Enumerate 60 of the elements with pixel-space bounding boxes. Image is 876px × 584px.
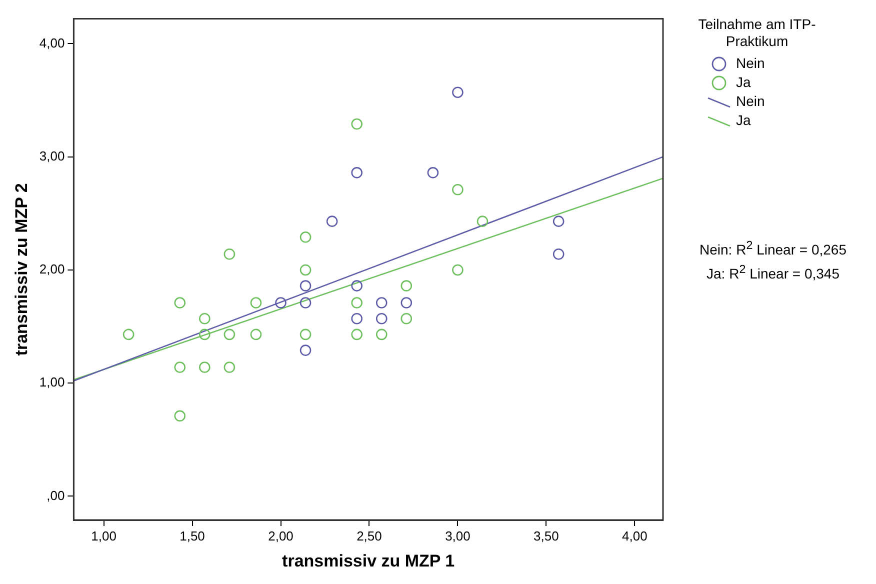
point	[427, 167, 439, 178]
point	[300, 232, 312, 243]
point	[452, 86, 464, 98]
point	[174, 297, 186, 308]
point	[275, 297, 286, 308]
x-tick-label: 3,50	[534, 528, 559, 544]
point	[376, 312, 388, 324]
point	[351, 328, 362, 340]
x-tick-label: 3,00	[445, 528, 470, 544]
legend-label: Ja	[736, 112, 751, 129]
point	[400, 280, 412, 292]
point	[199, 328, 210, 340]
y-axis-title: transmissiv zu MZP 2	[12, 183, 31, 356]
point	[250, 328, 262, 340]
text: Ja: R$^{2}$ Linear = 0,345	[706, 262, 840, 284]
x-tick-label: 1,00	[91, 528, 116, 544]
point	[452, 264, 464, 276]
point	[300, 264, 312, 276]
point	[400, 297, 412, 308]
point	[376, 328, 388, 340]
point	[224, 248, 236, 260]
point	[476, 216, 488, 227]
point	[174, 410, 186, 422]
point	[452, 184, 464, 196]
point	[552, 216, 564, 227]
point	[351, 297, 362, 308]
point	[351, 118, 362, 130]
point	[199, 362, 210, 373]
legend-label: Nein	[736, 93, 765, 110]
y-tick-label: 3,00	[39, 148, 65, 164]
point	[376, 297, 388, 308]
point	[174, 362, 186, 373]
legend-label: Ja	[736, 74, 751, 91]
point	[224, 362, 236, 373]
legend-title: Teilnahme am ITP-Praktikum	[697, 16, 817, 50]
point	[250, 297, 262, 308]
legend-label: Nein	[736, 55, 765, 72]
point	[351, 167, 362, 178]
point	[300, 328, 312, 340]
point	[400, 312, 412, 324]
point	[300, 280, 312, 292]
point	[199, 312, 210, 324]
y-tick-label: 4,00	[39, 35, 65, 50]
point	[351, 280, 362, 292]
x-axis-title: transmissiv zu MZP 1	[282, 551, 455, 570]
x-tick-label: 2,00	[268, 528, 294, 544]
point	[300, 344, 312, 356]
x-tick-label: 2,50	[356, 528, 382, 544]
point	[122, 328, 134, 340]
text: Nein: R$^{2}$ Linear = 0,265	[698, 238, 848, 260]
y-tick-label: ,00	[46, 488, 65, 503]
point	[351, 312, 362, 324]
point	[300, 297, 312, 308]
point	[224, 328, 236, 340]
x-tick-label: 4,00	[622, 528, 648, 544]
y-tick-label: 1,00	[39, 374, 65, 390]
point	[552, 248, 564, 260]
point	[326, 216, 338, 227]
y-tick-label: 2,00	[39, 262, 65, 277]
x-tick-label: 1,50	[180, 528, 205, 544]
